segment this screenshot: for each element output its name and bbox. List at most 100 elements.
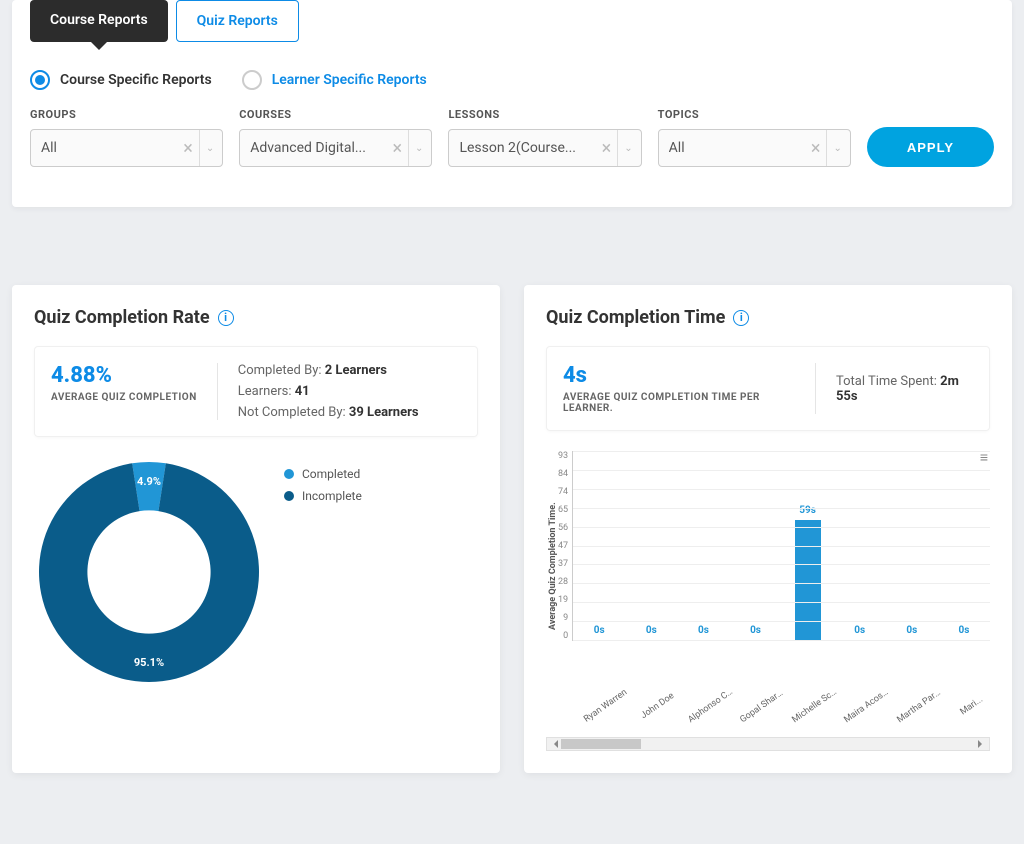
- horizontal-scrollbar[interactable]: [546, 737, 990, 751]
- stat-row: 4.88% AVERAGE QUIZ COMPLETION Completed …: [34, 346, 478, 437]
- clear-icon[interactable]: ×: [596, 138, 618, 159]
- tab-course-reports[interactable]: Course Reports: [30, 0, 168, 42]
- radio-course-specific[interactable]: Course Specific Reports: [30, 70, 212, 90]
- value: 39 Learners: [349, 405, 419, 420]
- radio-unchecked-icon: [242, 70, 262, 90]
- y-axis-title: Average Quiz Completion Time.: [546, 451, 558, 681]
- stat-caption: AVERAGE QUIZ COMPLETION TIME PER LEARNER…: [563, 392, 795, 414]
- title-text: Quiz Completion Rate: [34, 307, 210, 328]
- donut-svg: [34, 457, 264, 687]
- select-value: Advanced Digital...: [250, 140, 386, 156]
- label: Learners:: [238, 384, 295, 399]
- x-axis-label: Ryan Warren: [581, 687, 630, 725]
- x-axis-label: Martha Parra: [895, 687, 944, 725]
- stat-value: 4.88%: [51, 363, 197, 388]
- select-value: All: [669, 140, 805, 156]
- radio-checked-icon: [30, 70, 50, 90]
- stat-left: 4.88% AVERAGE QUIZ COMPLETION: [51, 363, 197, 420]
- bar-value-label: 0s: [698, 625, 709, 636]
- legend-text: Incomplete: [302, 489, 362, 503]
- x-axis-labels: Ryan WarrenJohn DoeAlphonso Can...Gopal …: [572, 681, 990, 697]
- not-completed-by: Not Completed By: 39 Learners: [238, 405, 419, 420]
- stat-caption: AVERAGE QUIZ COMPLETION: [51, 392, 197, 403]
- card-completion-rate: Quiz Completion Rate i 4.88% AVERAGE QUI…: [12, 285, 500, 773]
- bar-value-label: 0s: [646, 625, 657, 636]
- stat-left: 4s AVERAGE QUIZ COMPLETION TIME PER LEAR…: [563, 363, 795, 414]
- report-tabs: Course Reports Quiz Reports: [12, 0, 1012, 42]
- filter-label: LESSONS: [448, 108, 641, 121]
- title-text: Quiz Completion Time: [546, 307, 725, 328]
- chevron-down-icon: ⌄: [617, 130, 632, 166]
- filter-groups: GROUPS All × ⌄: [30, 108, 223, 167]
- chevron-down-icon: ⌄: [826, 130, 841, 166]
- radio-learner-specific[interactable]: Learner Specific Reports: [242, 70, 427, 90]
- legend-dot-icon: [284, 469, 294, 479]
- stat-details: Completed By: 2 Learners Learners: 41 No…: [238, 363, 419, 420]
- x-axis-label: Michelle Scho...: [790, 687, 839, 725]
- card-title: Quiz Completion Rate i: [34, 307, 478, 328]
- chevron-down-icon: ⌄: [408, 130, 423, 166]
- donut-legend: Completed Incomplete: [284, 467, 362, 503]
- filter-label: TOPICS: [658, 108, 851, 121]
- cards-row: Quiz Completion Rate i 4.88% AVERAGE QUI…: [12, 285, 1012, 773]
- label: Completed By:: [238, 363, 325, 378]
- tab-quiz-reports[interactable]: Quiz Reports: [176, 0, 299, 42]
- value: 41: [295, 384, 310, 399]
- donut-area: 4.9% 95.1% Completed Incomplete: [34, 457, 478, 687]
- bar-value-label: 0s: [594, 625, 605, 636]
- filter-panel: Course Reports Quiz Reports Course Speci…: [12, 0, 1012, 207]
- donut-label-completed: 4.9%: [137, 475, 161, 488]
- bar-value-label: 0s: [854, 625, 865, 636]
- learners: Learners: 41: [238, 384, 419, 399]
- bar-chart-area: ≡ Average Quiz Completion Time. 93847465…: [546, 451, 990, 751]
- x-axis-label: Gopal Sharma: [738, 687, 787, 725]
- bar-value-label: 0s: [750, 625, 761, 636]
- legend-text: Completed: [302, 467, 360, 481]
- card-title: Quiz Completion Time i: [546, 307, 990, 328]
- bar-chart: Average Quiz Completion Time. 9384746556…: [546, 451, 990, 681]
- radio-label: Course Specific Reports: [60, 72, 212, 88]
- filter-label: COURSES: [239, 108, 432, 121]
- select-groups[interactable]: All × ⌄: [30, 129, 223, 167]
- clear-icon[interactable]: ×: [805, 138, 827, 159]
- plot-area: 0s0s0s0s59s0s0s0s: [572, 451, 990, 641]
- info-icon[interactable]: i: [218, 310, 234, 326]
- donut-chart: 4.9% 95.1%: [34, 457, 264, 687]
- total-time-spent: Total Time Spent: 2m 55s: [836, 374, 973, 404]
- report-type-radios: Course Specific Reports Learner Specific…: [12, 42, 1012, 108]
- filter-courses: COURSES Advanced Digital... × ⌄: [239, 108, 432, 167]
- stat-details: Total Time Spent: 2m 55s: [836, 363, 973, 414]
- chevron-down-icon: ⌄: [199, 130, 214, 166]
- select-lessons[interactable]: Lesson 2(Course... × ⌄: [448, 129, 641, 167]
- label: Not Completed By:: [238, 405, 349, 420]
- x-axis-label: Alphonso Can...: [686, 687, 735, 725]
- label: Total Time Spent:: [836, 374, 940, 389]
- bar-value-label: 0s: [959, 625, 970, 636]
- donut-label-incomplete: 95.1%: [134, 656, 164, 669]
- stat-row: 4s AVERAGE QUIZ COMPLETION TIME PER LEAR…: [546, 346, 990, 431]
- card-completion-time: Quiz Completion Time i 4s AVERAGE QUIZ C…: [524, 285, 1012, 773]
- filter-lessons: LESSONS Lesson 2(Course... × ⌄: [448, 108, 641, 167]
- select-topics[interactable]: All × ⌄: [658, 129, 851, 167]
- divider: [217, 363, 218, 420]
- select-value: Lesson 2(Course...: [459, 140, 595, 156]
- legend-dot-icon: [284, 491, 294, 501]
- y-axis: 93847465564737281990: [558, 451, 572, 641]
- clear-icon[interactable]: ×: [177, 138, 199, 159]
- x-axis-label: Mari...: [947, 687, 996, 725]
- clear-icon[interactable]: ×: [386, 138, 408, 159]
- x-axis-label: John Doe: [634, 687, 683, 725]
- info-icon[interactable]: i: [733, 310, 749, 326]
- apply-button[interactable]: APPLY: [867, 127, 994, 167]
- completed-by: Completed By: 2 Learners: [238, 363, 419, 378]
- value: 2 Learners: [325, 363, 387, 378]
- select-courses[interactable]: Advanced Digital... × ⌄: [239, 129, 432, 167]
- stat-value: 4s: [563, 363, 795, 388]
- legend-incomplete: Incomplete: [284, 489, 362, 503]
- filter-topics: TOPICS All × ⌄: [658, 108, 851, 167]
- filter-label: GROUPS: [30, 108, 223, 121]
- divider: [815, 363, 816, 414]
- scroll-thumb[interactable]: [561, 739, 641, 749]
- radio-label: Learner Specific Reports: [272, 72, 427, 88]
- select-value: All: [41, 140, 177, 156]
